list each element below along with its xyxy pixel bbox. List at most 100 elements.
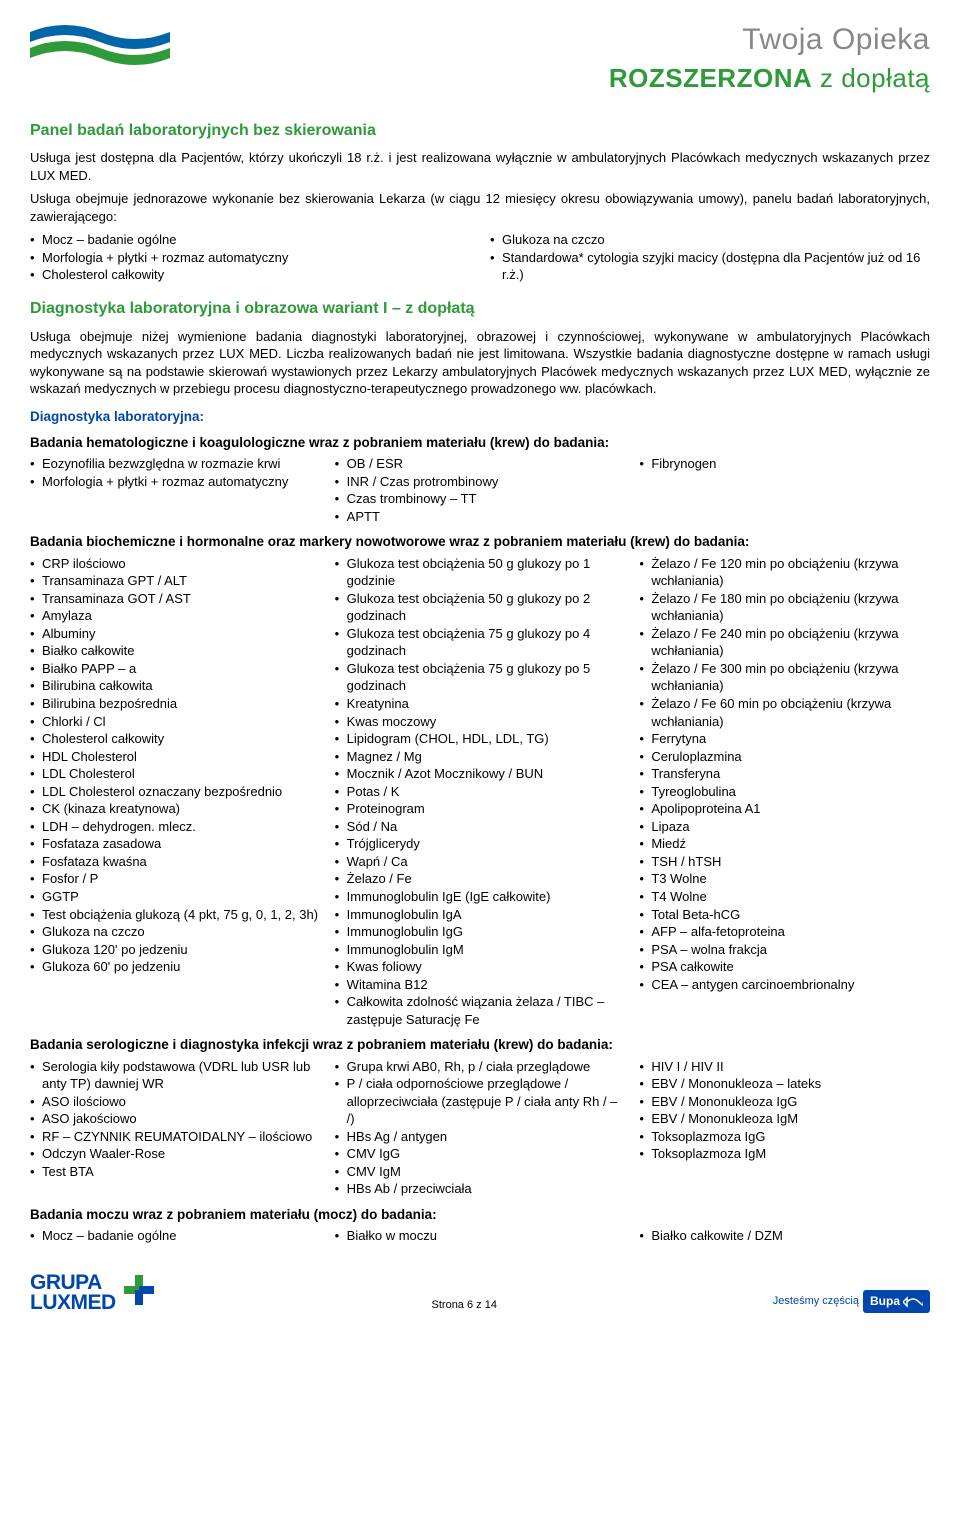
list-item: CRP ilościowo: [30, 555, 321, 573]
footer-bupa-prefix: Jesteśmy częścią: [773, 1294, 859, 1309]
list-item: Total Beta-hCG: [639, 906, 930, 924]
list-item: Fibrynogen: [639, 455, 930, 473]
list-item: CK (kinaza kreatynowa): [30, 800, 321, 818]
list-item: Glukoza 120' po jedzeniu: [30, 941, 321, 959]
list-item: EBV / Mononukleoza IgM: [639, 1110, 930, 1128]
list-item: Glukoza 60' po jedzeniu: [30, 958, 321, 976]
list-item: Żelazo / Fe 120 min po obciążeniu (krzyw…: [639, 555, 930, 590]
list-item: Kreatynina: [335, 695, 626, 713]
list-item: Test BTA: [30, 1163, 321, 1181]
group4-col3: Białko całkowite / DZM: [639, 1227, 930, 1245]
list-item: Żelazo / Fe 180 min po obciążeniu (krzyw…: [639, 590, 930, 625]
list-item: Transaminaza GPT / ALT: [30, 572, 321, 590]
list-item: Lipaza: [639, 818, 930, 836]
section1-list-col2: Glukoza na czczoStandardowa* cytologia s…: [490, 231, 930, 284]
list-item: TSH / hTSH: [639, 853, 930, 871]
list-item: PSA – wolna frakcja: [639, 941, 930, 959]
list-item: Całkowita zdolność wiązania żelaza / TIB…: [335, 993, 626, 1028]
list-item: Białko całkowite: [30, 642, 321, 660]
bupa-badge: Bupa: [863, 1290, 930, 1312]
page-footer: GRUPA LUXMED Strona 6 z 14 Jesteśmy częś…: [30, 1273, 930, 1313]
group2-col2: Glukoza test obciążenia 50 g glukozy po …: [335, 555, 626, 1029]
list-item: Proteinogram: [335, 800, 626, 818]
group3-col3: HIV I / HIV IIEBV / Mononukleoza – latek…: [639, 1058, 930, 1163]
list-item: GGTP: [30, 888, 321, 906]
list-item: Glukoza test obciążenia 75 g glukozy po …: [335, 625, 626, 660]
list-item: HIV I / HIV II: [639, 1058, 930, 1076]
footer-plus-icon: [122, 1273, 156, 1312]
list-item: EBV / Mononukleoza – lateks: [639, 1075, 930, 1093]
footer-page-number: Strona 6 z 14: [156, 1298, 773, 1313]
group4-cols: Mocz – badanie ogólne Białko w moczu Bia…: [30, 1227, 930, 1245]
list-item: Amylaza: [30, 607, 321, 625]
header-line1: Twoja Opieka: [609, 20, 930, 61]
list-item: APTT: [335, 508, 626, 526]
section1-para1: Usługa jest dostępna dla Pacjentów, któr…: [30, 149, 930, 184]
list-item: Odczyn Waaler-Rose: [30, 1145, 321, 1163]
list-item: Immunoglobulin IgM: [335, 941, 626, 959]
list-item: Białko całkowite / DZM: [639, 1227, 930, 1245]
list-item: Trójglicerydy: [335, 835, 626, 853]
list-item: Morfologia + płytki + rozmaz automatyczn…: [30, 473, 321, 491]
group2-col3: Żelazo / Fe 120 min po obciążeniu (krzyw…: [639, 555, 930, 994]
list-item: Eozynofilia bezwzględna w rozmazie krwi: [30, 455, 321, 473]
group3-title: Badania serologiczne i diagnostyka infek…: [30, 1036, 930, 1054]
list-item: Bilirubina całkowita: [30, 677, 321, 695]
group4-title: Badania moczu wraz z pobraniem materiału…: [30, 1206, 930, 1224]
list-item: T3 Wolne: [639, 870, 930, 888]
diag-lab-heading: Diagnostyka laboratoryjna:: [30, 408, 930, 426]
list-item: Wapń / Ca: [335, 853, 626, 871]
list-item: Toksoplazmoza IgG: [639, 1128, 930, 1146]
footer-logo-text: GRUPA LUXMED: [30, 1273, 116, 1313]
list-item: Mocznik / Azot Mocznikowy / BUN: [335, 765, 626, 783]
list-item: LDL Cholesterol: [30, 765, 321, 783]
list-item: Immunoglobulin IgE (IgE całkowite): [335, 888, 626, 906]
section1-list-col1: Mocz – badanie ogólneMorfologia + płytki…: [30, 231, 470, 284]
list-item: Cholesterol całkowity: [30, 266, 470, 284]
list-item: AFP – alfa-fetoproteina: [639, 923, 930, 941]
list-item: Standardowa* cytologia szyjki macicy (do…: [490, 249, 930, 284]
list-item: Morfologia + płytki + rozmaz automatyczn…: [30, 249, 470, 267]
list-item: Transaminaza GOT / AST: [30, 590, 321, 608]
list-item: Witamina B12: [335, 976, 626, 994]
header-title: Twoja Opieka ROZSZERZONA z dopłatą: [609, 20, 930, 96]
list-item: HDL Cholesterol: [30, 748, 321, 766]
list-item: Albuminy: [30, 625, 321, 643]
list-item: Mocz – badanie ogólne: [30, 1227, 321, 1245]
list-item: Ferrytyna: [639, 730, 930, 748]
list-item: Magnez / Mg: [335, 748, 626, 766]
list-item: Fosfataza kwaśna: [30, 853, 321, 871]
list-item: T4 Wolne: [639, 888, 930, 906]
list-item: Chlorki / Cl: [30, 713, 321, 731]
group2-col1: CRP ilościowoTransaminaza GPT / ALTTrans…: [30, 555, 321, 976]
group1-col1: Eozynofilia bezwzględna w rozmazie krwiM…: [30, 455, 321, 490]
list-item: Transferyna: [639, 765, 930, 783]
section1-columns: Mocz – badanie ogólneMorfologia + płytki…: [30, 231, 930, 284]
list-item: Glukoza na czczo: [490, 231, 930, 249]
list-item: EBV / Mononukleoza IgG: [639, 1093, 930, 1111]
group2-title: Badania biochemiczne i hormonalne oraz m…: [30, 533, 930, 551]
group1-col2: OB / ESRINR / Czas protrombinowyCzas tro…: [335, 455, 626, 525]
list-item: Apolipoproteina A1: [639, 800, 930, 818]
list-item: Fosfor / P: [30, 870, 321, 888]
list-item: LDH – dehydrogen. mlecz.: [30, 818, 321, 836]
list-item: Białko PAPP – a: [30, 660, 321, 678]
group1-cols: Eozynofilia bezwzględna w rozmazie krwiM…: [30, 455, 930, 525]
list-item: Białko w moczu: [335, 1227, 626, 1245]
page-header: Twoja Opieka ROZSZERZONA z dopłatą: [30, 20, 930, 96]
list-item: Cholesterol całkowity: [30, 730, 321, 748]
group3-col2: Grupa krwi AB0, Rh, p / ciała przeglądow…: [335, 1058, 626, 1198]
list-item: CMV IgM: [335, 1163, 626, 1181]
footer-bupa: Jesteśmy częścią Bupa: [773, 1290, 930, 1312]
group4-col2: Białko w moczu: [335, 1227, 626, 1245]
list-item: PSA całkowite: [639, 958, 930, 976]
list-item: ASO ilościowo: [30, 1093, 321, 1111]
list-item: Żelazo / Fe: [335, 870, 626, 888]
list-item: Czas trombinowy – TT: [335, 490, 626, 508]
list-item: Serologia kiły podstawowa (VDRL lub USR …: [30, 1058, 321, 1093]
section1-title: Panel badań laboratoryjnych bez skierowa…: [30, 120, 930, 142]
list-item: Kwas moczowy: [335, 713, 626, 731]
group2-cols: CRP ilościowoTransaminaza GPT / ALTTrans…: [30, 555, 930, 1029]
list-item: Test obciążenia glukozą (4 pkt, 75 g, 0,…: [30, 906, 321, 924]
list-item: Immunoglobulin IgA: [335, 906, 626, 924]
